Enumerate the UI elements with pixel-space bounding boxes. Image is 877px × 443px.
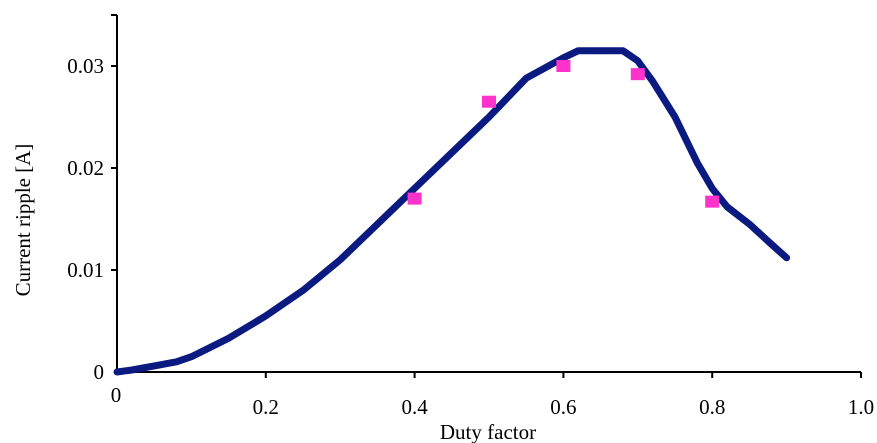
data-point-marker [556, 60, 571, 72]
axes: 0 0.01 0.02 0.03 0 0.2 0.4 0.6 0.8 1.0 [67, 14, 874, 419]
x-tick-label: 0.2 [253, 395, 279, 419]
data-point-marker [407, 192, 422, 205]
y-tick-label: 0.02 [67, 156, 104, 180]
plot-area [113, 47, 791, 376]
data-point-marker [705, 195, 720, 208]
x-tick-label: 0.4 [401, 395, 428, 419]
x-tick-label: 0 [111, 383, 122, 407]
x-axis-title: Duty factor [440, 420, 536, 443]
x-tick-label: 0.8 [699, 395, 725, 419]
y-axis-title: Current ripple [A] [11, 144, 35, 297]
x-tick-label: 0.6 [550, 395, 576, 419]
data-point-marker [482, 95, 496, 108]
y-tick-label: 0.01 [67, 258, 104, 282]
x-tick-label: 1.0 [848, 395, 874, 419]
data-point-marker [630, 68, 645, 81]
y-tick-label: 0 [94, 360, 105, 384]
y-tick-label: 0.03 [67, 54, 104, 78]
series-line-curve [113, 47, 791, 376]
